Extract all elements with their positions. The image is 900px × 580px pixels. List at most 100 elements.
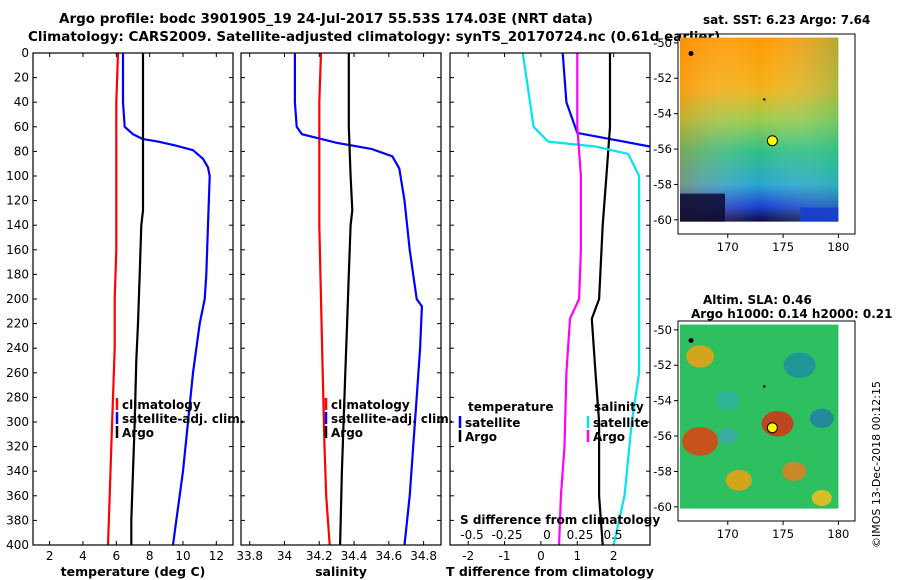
series-line-salinity-argo	[558, 53, 583, 546]
y-tick-label: 0	[21, 46, 29, 60]
lat-tick-label: -50	[653, 36, 672, 50]
island-mark	[688, 337, 694, 343]
x-tick-label: 2	[610, 549, 618, 563]
panel-frame	[32, 52, 234, 546]
legend-label: Argo	[331, 426, 363, 440]
y-tick-label: 40	[14, 95, 29, 109]
legend-label: Argo	[122, 426, 154, 440]
y-tick-label: 180	[6, 267, 29, 281]
lon-tick-label: 180	[827, 527, 849, 541]
lon-tick-label: 170	[717, 240, 739, 254]
sla-map-title1: Altim. SLA: 0.46	[703, 293, 812, 307]
y-tick-label: 380	[6, 513, 29, 527]
legend-title-salinity: salinity	[594, 400, 644, 414]
x-tick-label: 34.6	[375, 549, 402, 563]
lat-tick-label: -54	[653, 107, 672, 121]
y-tick-label: 140	[6, 218, 29, 232]
series-line-salinity-satellite	[521, 52, 641, 546]
y-tick-label: 220	[6, 317, 29, 331]
x-axis-label-top: S difference from climatology	[460, 513, 660, 527]
x-tick-label: 33.8	[236, 549, 263, 563]
panel-frame	[449, 52, 651, 546]
y-tick-label: 320	[6, 440, 29, 454]
y-tick-label: 240	[6, 341, 29, 355]
lat-tick-label: -52	[653, 71, 672, 85]
legend-label: satellite	[465, 416, 520, 430]
y-tick-label: 400	[6, 538, 29, 552]
legend-title-temperature: temperature	[468, 400, 553, 414]
series-line-satellite-adj-clim-	[293, 53, 423, 546]
x-tick-label: 4	[79, 549, 87, 563]
y-tick-label: 20	[14, 71, 29, 85]
x-axis-label: T difference from climatology	[446, 564, 654, 579]
y-tick-label: 160	[6, 243, 29, 257]
x-tick-label-s: 0	[543, 528, 551, 542]
y-tick-label: 280	[6, 390, 29, 404]
y-tick-label: 60	[14, 120, 29, 134]
y-tick-label: 340	[6, 464, 29, 478]
x-tick-label-s: 0.5	[603, 528, 622, 542]
island-mark	[763, 385, 766, 388]
x-tick-label: 0	[537, 549, 545, 563]
x-tick-label-s: 0.25	[567, 528, 594, 542]
sla-anomaly-blob	[811, 489, 832, 506]
y-tick-label: 80	[14, 144, 29, 158]
series-line-temperature-satellite	[561, 52, 651, 148]
island-mark	[763, 98, 766, 101]
x-tick-label: 1	[573, 549, 581, 563]
sst-map: -50 -52 -54 -56 -58 -60 170 175 180	[653, 33, 856, 254]
legend-label: satellite-adj. clim.	[331, 412, 453, 426]
lat-tick-label: -60	[653, 213, 672, 227]
legend-label: Argo	[465, 430, 497, 444]
sla-anomaly-blob	[761, 410, 794, 437]
sla-anomaly-blob	[715, 391, 740, 411]
sla-anomaly-blob	[783, 352, 816, 379]
x-tick-label: 34.2	[306, 549, 333, 563]
series-line-argo	[339, 53, 354, 546]
lat-tick-label: -54	[653, 394, 672, 408]
sla-anomaly-blob	[686, 345, 715, 368]
y-tick-label: 260	[6, 366, 29, 380]
island-mark	[688, 50, 694, 56]
x-tick-label: 8	[146, 549, 154, 563]
series-line-argo	[130, 53, 145, 545]
x-axis-label: temperature (deg C)	[61, 564, 206, 579]
x-tick-label: 34.8	[410, 549, 437, 563]
y-tick-label: 300	[6, 415, 29, 429]
lat-tick-label: -50	[653, 323, 672, 337]
legend-label: climatology	[122, 398, 201, 412]
x-tick-label: 34.4	[341, 549, 368, 563]
legend-label: Argo	[593, 430, 625, 444]
legend-label: satellite	[593, 416, 648, 430]
sst-field-shade	[680, 37, 839, 222]
lon-tick-label: 175	[772, 240, 794, 254]
sla-anomaly-blob	[809, 408, 834, 428]
panel-salinity: 33.8 34 34.2 34.4 34.6 34.8 salinity climatolog…	[236, 52, 453, 579]
panel-difference: -2 -1 0 1 2T difference from climatology temp…	[446, 52, 660, 579]
x-tick-label: 34	[277, 549, 292, 563]
figure-title-line1: Argo profile: bodc 3901905_19 24-Jul-201…	[59, 11, 593, 27]
legend-label: climatology	[331, 398, 410, 412]
series-line-satellite-adj-clim-	[121, 53, 211, 546]
sla-anomaly-blob	[725, 469, 752, 491]
legend-label: satellite-adj. clim.	[122, 412, 244, 426]
y-tick-label: 360	[6, 489, 29, 503]
map-frame	[677, 320, 856, 522]
lat-tick-label: -60	[653, 500, 672, 514]
lat-tick-label: -56	[653, 142, 672, 156]
x-tick-label: 10	[175, 549, 190, 563]
x-tick-label: 2	[46, 549, 54, 563]
sla-anomaly-blob	[782, 461, 807, 482]
x-tick-label: -2	[462, 549, 474, 563]
y-tick-label: 100	[6, 169, 29, 183]
lon-tick-label: 180	[827, 240, 849, 254]
lat-tick-label: -58	[653, 464, 672, 478]
y-tick-label: 200	[6, 292, 29, 306]
sla-map: -50 -52 -54 -56 -58 -60 170 175 180	[653, 320, 856, 541]
x-axis-label: salinity	[315, 564, 367, 579]
sst-cold-patch	[680, 193, 725, 222]
float-position-marker	[766, 422, 778, 434]
series-line-climatology	[318, 52, 331, 546]
x-tick-label: -1	[499, 549, 511, 563]
